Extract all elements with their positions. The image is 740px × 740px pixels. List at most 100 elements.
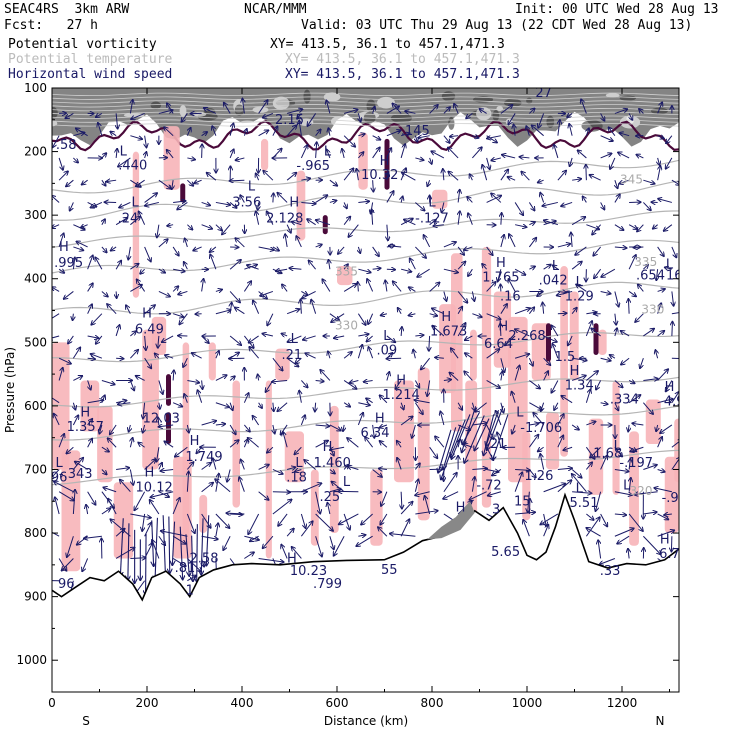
wind-vector	[289, 268, 302, 269]
wind-vector	[381, 491, 388, 506]
wind-vector	[201, 535, 218, 539]
wind-vector	[454, 104, 459, 114]
wind-vector	[52, 287, 60, 292]
wind-vector	[614, 446, 622, 456]
pv-extremum-label: .16	[500, 290, 521, 305]
wind-vector	[367, 279, 374, 292]
wind-vector	[309, 261, 317, 270]
wind-vector	[247, 265, 259, 270]
wind-vector	[543, 525, 549, 537]
wind-vector	[643, 535, 660, 554]
pv-shaded-region	[199, 494, 208, 534]
wind-vector	[244, 129, 246, 136]
wind-vector	[315, 130, 321, 136]
wind-vector	[201, 335, 209, 343]
wind-vector	[72, 415, 78, 426]
wind-vector	[557, 436, 563, 448]
pv-shaded-region	[645, 399, 661, 445]
isentrope-line-upper	[52, 92, 679, 97]
wind-vector	[215, 310, 231, 315]
wind-vector	[657, 469, 665, 471]
wind-vector	[372, 469, 382, 476]
pv-extremum-label: 1.673	[430, 325, 467, 340]
wind-vector	[143, 402, 145, 419]
pv-texture	[619, 95, 636, 101]
wind-vector	[286, 529, 294, 537]
wind-vector	[472, 313, 481, 317]
wind-vector	[249, 335, 259, 343]
wind-vector	[91, 354, 103, 359]
wind-vector	[415, 335, 423, 336]
wind-vector	[415, 202, 424, 210]
wind-vector	[443, 473, 457, 493]
wind-vector	[277, 402, 288, 411]
wind-vector	[443, 107, 450, 114]
wind-vector	[592, 224, 602, 235]
wind-vector	[600, 358, 611, 361]
wind-vector	[424, 235, 431, 248]
wind-vector	[475, 402, 487, 412]
wind-vector	[212, 126, 217, 136]
wind-vector	[330, 447, 345, 450]
wind-vector	[338, 246, 345, 254]
wind-vector	[301, 380, 307, 387]
wind-vector	[400, 502, 412, 515]
wind-vector	[358, 334, 368, 336]
wind-vector	[508, 113, 516, 124]
wind-vector	[216, 523, 218, 537]
wind-vector	[272, 126, 278, 136]
wind-vector	[249, 347, 260, 359]
wind-vector	[586, 422, 595, 426]
wind-vector	[514, 354, 529, 359]
wind-vector	[167, 225, 174, 226]
wind-vector	[387, 224, 388, 241]
wind-vector	[415, 246, 426, 258]
y-tick-label: 800	[24, 526, 47, 540]
wind-vector	[401, 402, 404, 410]
isentrope-label: 335	[634, 255, 657, 269]
wind-vector	[429, 335, 430, 351]
wind-vector	[110, 132, 117, 137]
wind-vector	[448, 172, 459, 181]
wind-vector	[357, 152, 363, 159]
wind-vector	[523, 520, 530, 537]
wind-vector	[130, 100, 132, 114]
wind-vector	[508, 177, 516, 180]
wind-vector	[142, 513, 144, 531]
pv-extremum-label: -.72	[476, 478, 501, 493]
isentrope-label: 330	[335, 319, 358, 333]
wind-vector	[130, 217, 140, 226]
wind-vector	[632, 423, 644, 425]
wind-vector	[365, 437, 374, 448]
wind-vector	[640, 358, 644, 368]
wind-vector-strong	[192, 535, 193, 582]
wind-vector	[175, 446, 188, 456]
wind-vector	[115, 325, 119, 337]
wind-vector	[443, 380, 451, 381]
wind-vector	[150, 500, 160, 515]
wind-vector	[620, 133, 630, 136]
wind-vector	[73, 402, 75, 410]
wind-vector	[500, 304, 507, 314]
wind-vector	[292, 222, 302, 225]
wind-vector	[440, 412, 445, 426]
wind-vector	[267, 313, 274, 326]
pv-extremum-label: L	[576, 482, 584, 497]
wind-vector	[528, 435, 538, 448]
pv-shaded-region	[265, 380, 272, 559]
wind-vector	[600, 154, 612, 159]
wind-vector	[282, 284, 288, 292]
pv-texture	[150, 101, 162, 110]
pv-extremum-label: H	[80, 405, 90, 420]
wind-vector	[356, 169, 358, 181]
wind-vector	[551, 380, 559, 392]
wind-vector	[286, 173, 296, 181]
wind-vector	[569, 124, 572, 136]
pv-extremum-label: H	[190, 434, 200, 449]
y-tick-label: 600	[24, 399, 47, 413]
pv-extremum-label: L	[343, 475, 351, 490]
wind-vector	[129, 469, 133, 484]
wind-vector	[315, 513, 333, 531]
wind-vector	[666, 135, 673, 143]
isentrope-line	[52, 331, 679, 363]
